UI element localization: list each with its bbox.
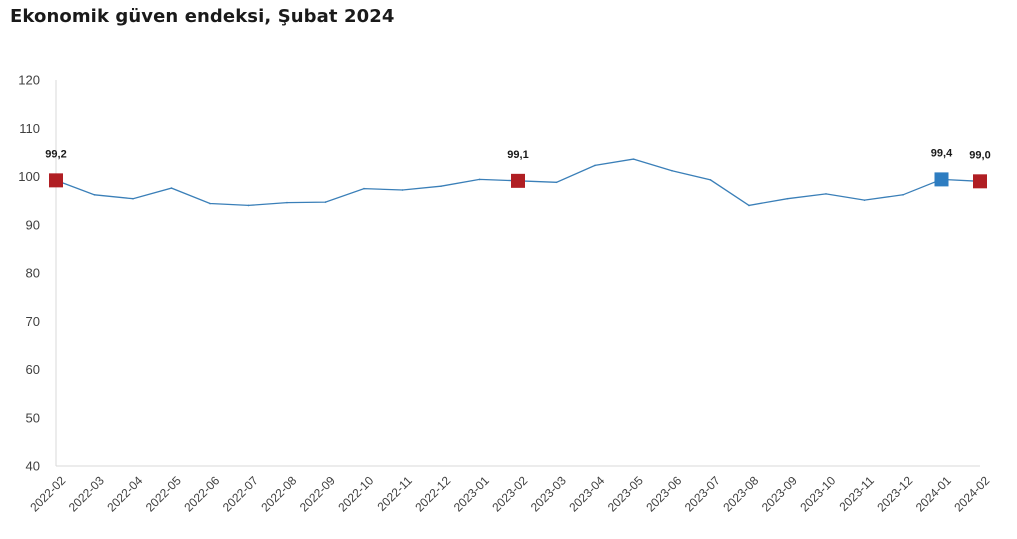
data-label: 99,2 [45, 148, 66, 160]
data-point [671, 169, 673, 172]
x-tick-label: 2023-07 [682, 473, 723, 514]
data-point [132, 197, 134, 200]
x-tick-label: 2023-03 [528, 473, 569, 514]
marker-layer [49, 172, 987, 189]
x-tick-label: 2022-05 [143, 473, 184, 514]
data-point [594, 164, 596, 167]
x-tick-label: 2022-03 [66, 473, 107, 514]
y-axis: 40 50 60 70 80 90 100 110 120 [18, 73, 57, 474]
data-point [902, 194, 904, 196]
x-tick-label: 2023-09 [759, 473, 800, 514]
data-point [209, 202, 211, 205]
x-tick-label: 2023-02 [489, 473, 530, 514]
y-tick-label: 40 [26, 459, 40, 474]
x-tick-label: 2022-09 [297, 473, 338, 514]
data-point [632, 158, 635, 160]
data-point [709, 179, 712, 181]
data-label: 99,0 [969, 149, 990, 161]
data-label: 99,1 [507, 149, 528, 161]
y-tick-label: 110 [19, 121, 40, 136]
y-tick-label: 70 [26, 314, 40, 329]
x-tick-label: 2023-01 [451, 473, 492, 514]
x-tick-label: 2022-12 [412, 473, 453, 514]
data-label: 99,4 [931, 147, 953, 159]
data-point [286, 201, 288, 204]
x-tick-label: 2022-08 [258, 473, 299, 514]
x-tick-label: 2022-04 [104, 473, 145, 514]
highlight-marker [934, 172, 949, 187]
y-tick-label: 80 [26, 266, 40, 281]
y-tick-label: 60 [26, 362, 40, 377]
data-point [478, 178, 481, 181]
y-tick-label: 100 [18, 169, 40, 184]
data-point [825, 193, 827, 195]
data-point [440, 185, 442, 187]
x-tick-label: 2023-08 [720, 473, 761, 514]
y-tick-label: 120 [18, 73, 40, 88]
chart-title: Ekonomik güven endeksi, Şubat 2024 [10, 6, 395, 27]
x-tick-label: 2023-05 [605, 473, 646, 514]
y-tick-label: 50 [26, 410, 40, 425]
x-tick-label: 2022-02 [27, 473, 68, 514]
x-axis: 2022-022022-032022-042022-052022-062022-… [27, 465, 993, 514]
highlight-marker [49, 173, 63, 188]
x-tick-label: 2023-11 [836, 473, 877, 514]
highlight-marker [973, 174, 987, 189]
data-point [786, 197, 789, 200]
x-tick-label: 2024-02 [951, 473, 992, 514]
data-point [170, 187, 173, 189]
x-tick-label: 2023-06 [643, 473, 684, 514]
data-point [555, 181, 558, 184]
data-point [93, 194, 96, 196]
x-tick-label: 2022-07 [220, 473, 261, 514]
data-point [324, 201, 327, 203]
x-tick-label: 2023-10 [797, 473, 838, 514]
x-tick-label: 2023-12 [874, 473, 915, 514]
x-tick-label: 2023-04 [566, 473, 607, 514]
x-tick-label: 2022-10 [335, 473, 376, 514]
highlight-marker [511, 173, 525, 188]
data-point [401, 189, 404, 191]
data-point [363, 187, 365, 190]
data-point [748, 204, 750, 207]
x-tick-label: 2022-06 [181, 473, 222, 514]
data-point [247, 204, 250, 207]
data-point [863, 199, 866, 201]
x-tick-label: 2024-01 [913, 473, 954, 514]
y-tick-label: 90 [26, 217, 40, 232]
label-layer: 99,2 99,1 99,4 99,0 [45, 147, 990, 161]
x-tick-label: 2022-11 [374, 473, 415, 514]
